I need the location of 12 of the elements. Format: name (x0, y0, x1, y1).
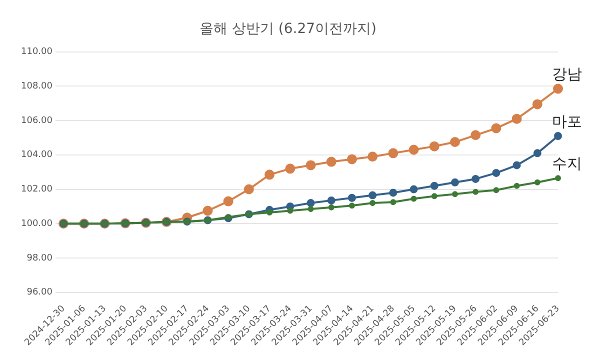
y-tick-label: 110.00 (20, 47, 53, 58)
y-tick-label: 100.00 (20, 218, 53, 229)
series-label: 수지 (552, 154, 582, 172)
series-label: 강남 (552, 65, 582, 84)
chart-title: 올해 상반기 (6.27이전까지) (200, 21, 376, 38)
y-tick-label: 98.00 (26, 253, 53, 264)
y-tick-label: 102.00 (20, 184, 53, 195)
y-tick-label: 108.00 (20, 82, 53, 92)
y-tick-label: 96.00 (26, 288, 53, 298)
series-label: 마포 (552, 112, 582, 130)
y-tick-label: 104.00 (20, 150, 53, 160)
y-tick-label: 106.00 (20, 116, 53, 126)
